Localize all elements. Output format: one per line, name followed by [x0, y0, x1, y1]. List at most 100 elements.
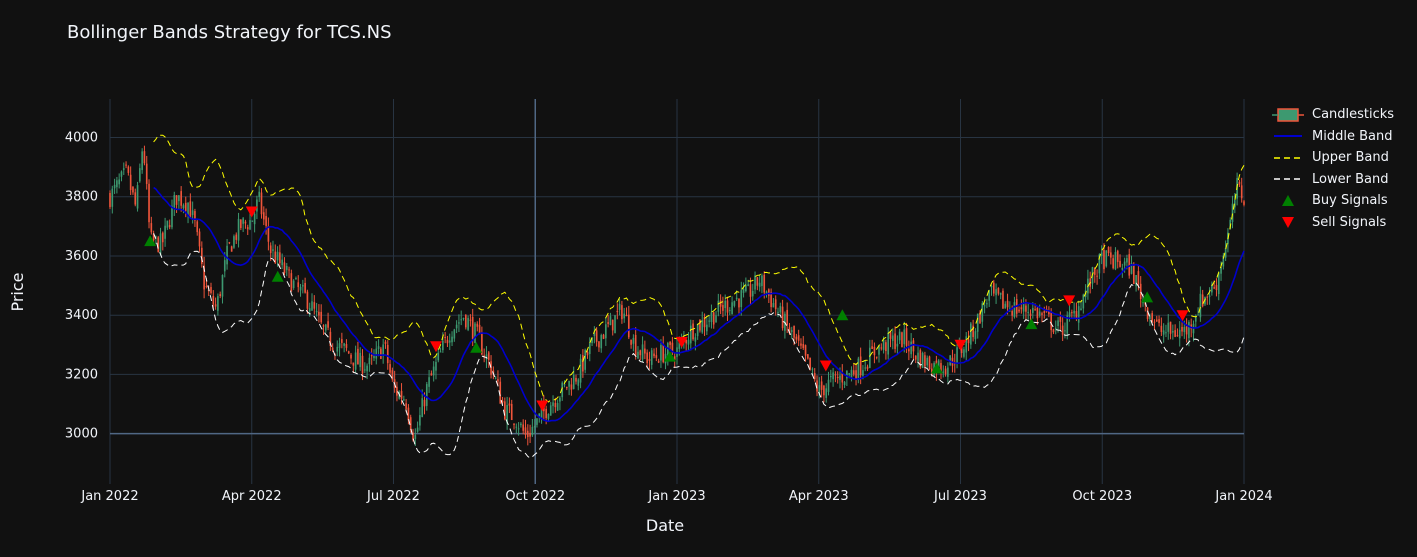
candle-body — [331, 347, 334, 351]
candle-body — [396, 386, 398, 396]
candle-body — [901, 332, 903, 348]
candle-body — [855, 370, 857, 380]
candle-body — [1132, 264, 1135, 284]
candle-body — [1172, 331, 1174, 333]
candle-body — [359, 352, 362, 368]
candle-body — [655, 355, 658, 358]
legend-item-lower[interactable]: Lower Band — [1272, 169, 1394, 191]
candle-body — [281, 259, 283, 266]
legend-item-sell[interactable]: Sell Signals — [1272, 212, 1394, 234]
candle-body — [343, 343, 345, 346]
candle-body — [517, 428, 520, 430]
candle-body — [919, 350, 922, 368]
candle-body — [751, 290, 754, 297]
buy-signal-marker — [1141, 291, 1154, 303]
candle-body — [756, 277, 759, 286]
candle-body — [719, 300, 722, 307]
candle-body — [1036, 307, 1039, 319]
candle-body — [666, 343, 669, 358]
legend-item-upper[interactable]: Upper Band — [1272, 147, 1394, 169]
buy-swatch-marker — [1282, 194, 1294, 206]
candle-body — [910, 341, 912, 355]
candle-body — [391, 370, 394, 380]
candle-body — [1176, 335, 1179, 337]
y-tick-label: 4000 — [65, 131, 98, 146]
candle-body — [999, 292, 1002, 295]
candle-body — [928, 356, 931, 370]
candle-body — [113, 184, 116, 189]
candle-body — [976, 313, 979, 332]
candle-body — [862, 370, 864, 376]
candle-body — [887, 332, 890, 355]
candle-body — [235, 234, 238, 240]
candle-body — [327, 321, 329, 328]
legend-item-middle[interactable]: Middle Band — [1272, 126, 1394, 148]
candle-body — [1199, 293, 1202, 318]
candle-body — [733, 300, 736, 306]
candle-body — [859, 356, 862, 376]
candle-body — [896, 343, 899, 347]
candle-body — [136, 185, 139, 209]
candle-body — [451, 336, 453, 343]
candle-body — [832, 372, 834, 380]
candle-body — [797, 335, 800, 341]
candle-body — [253, 213, 256, 225]
candle-body — [889, 331, 892, 339]
upper-swatch-icon — [1274, 157, 1302, 159]
candle-body — [591, 337, 593, 343]
candle-body — [283, 262, 286, 273]
candle-body — [506, 405, 508, 424]
candle-body — [1119, 260, 1121, 267]
candle-body — [754, 275, 756, 290]
candle-body — [240, 219, 242, 229]
candle-body — [318, 311, 320, 316]
candle-body — [926, 357, 929, 366]
candle-body — [1174, 330, 1176, 337]
candle-body — [1137, 271, 1140, 285]
candle-body — [237, 218, 240, 241]
candle-body — [469, 319, 472, 321]
candle-body — [836, 376, 839, 379]
candle-body — [377, 346, 380, 349]
candle-body — [134, 192, 137, 205]
candle-body — [1121, 267, 1124, 270]
candle-body — [1206, 296, 1209, 298]
candle-body — [487, 352, 490, 360]
candle-body — [1082, 294, 1085, 309]
candle-body — [533, 425, 536, 428]
candle-body — [1231, 203, 1234, 222]
candle-body — [572, 374, 575, 389]
candle-body — [717, 300, 720, 312]
candle-body — [1151, 313, 1154, 323]
legend[interactable]: Candlesticks Middle Band Upper Band Lower B… — [1272, 104, 1394, 233]
candle-body — [354, 352, 357, 370]
candle-body — [219, 294, 222, 297]
candle-body — [338, 343, 341, 348]
candle-body — [1123, 261, 1126, 266]
candle-body — [171, 205, 173, 228]
signal-markers — [144, 206, 1189, 412]
candle-body — [678, 342, 681, 349]
candle-body — [912, 340, 915, 352]
legend-item-buy[interactable]: Buy Signals — [1272, 190, 1394, 212]
candle-body — [1029, 313, 1032, 316]
candle-body — [322, 325, 325, 327]
candle-body — [306, 291, 309, 309]
candle-body — [1181, 326, 1183, 332]
candle-body — [272, 249, 274, 251]
candle-body — [497, 379, 499, 382]
legend-item-candles[interactable]: Candlesticks — [1272, 104, 1394, 126]
candle-body — [1043, 311, 1046, 314]
candle-body — [545, 408, 547, 419]
candle-body — [246, 227, 249, 230]
candle-body — [749, 284, 752, 297]
candle-body — [648, 359, 651, 361]
candle-body — [529, 432, 531, 437]
buy-signal-marker — [271, 270, 284, 282]
candle-body — [345, 344, 348, 348]
candle-body — [777, 311, 779, 314]
candle-body — [324, 324, 327, 331]
candle-body — [1238, 181, 1241, 185]
candle-body — [800, 343, 802, 346]
